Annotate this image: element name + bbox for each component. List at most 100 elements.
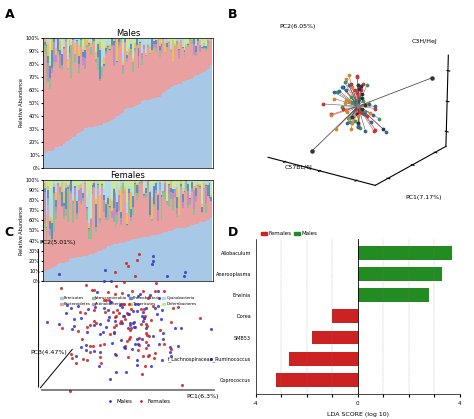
Bar [44,183,46,188]
Point [108,340,115,347]
Point [152,305,159,311]
Bar [145,42,147,53]
Bar [183,180,185,182]
Bar [49,180,51,196]
Bar [76,39,78,41]
Bar [47,180,49,186]
Bar [90,48,91,55]
Bar [166,43,168,47]
Bar [143,196,145,197]
Bar [136,184,137,185]
Bar [136,185,137,193]
Bar [63,180,65,182]
Bar [137,185,139,194]
Bar [42,49,44,53]
Bar [101,184,103,185]
Bar [199,74,201,168]
Bar [168,207,170,231]
Bar [74,54,76,55]
Bar [46,85,47,152]
Bar [88,255,90,281]
Bar [84,184,86,256]
Bar [99,221,101,222]
Point [109,309,117,316]
Bar [78,38,80,45]
Bar [105,53,107,54]
Bar [205,38,207,46]
Bar [358,267,442,281]
Bar [187,80,189,168]
Point [135,340,142,347]
Bar [105,219,107,220]
Point [44,318,51,325]
Bar [80,39,82,40]
Bar [161,197,163,201]
Bar [61,38,63,49]
Bar [113,180,115,188]
Bar [182,180,183,188]
Bar [49,196,51,217]
Bar [80,204,82,257]
Bar [147,236,149,281]
Bar [151,220,153,221]
Bar [47,186,49,190]
Bar [55,191,57,200]
Point [142,305,150,312]
Bar [191,44,193,79]
Bar [130,38,132,40]
Bar [65,262,67,281]
Bar [161,38,163,41]
Bar [109,180,111,199]
Bar [197,39,199,41]
Bar [49,65,51,66]
Bar [103,195,105,200]
Bar [120,42,122,114]
Bar [111,218,113,245]
Bar [210,39,212,65]
Bar [84,180,86,181]
Bar [191,225,193,281]
Bar [88,239,90,255]
Bar [115,244,117,281]
Bar [185,181,187,189]
Bar [53,150,55,168]
Bar [157,41,159,97]
Bar [63,182,65,191]
Bar [163,181,164,191]
Point [81,310,89,316]
Bar [176,180,178,184]
Bar [84,38,86,39]
Bar [126,241,128,281]
Bar [149,54,151,100]
Bar [65,182,67,184]
Bar [130,55,132,108]
Bar [137,38,139,43]
Bar [105,46,107,48]
Bar [97,185,99,188]
Bar [59,41,61,49]
Bar [115,44,117,116]
Point [207,326,215,332]
Point [157,316,164,322]
Point [155,295,163,302]
Bar [185,189,187,228]
Bar [55,147,57,168]
Point [101,267,109,274]
Bar [76,215,78,219]
Bar [42,53,44,57]
Bar [53,186,55,193]
Bar [207,42,209,49]
Bar [132,62,134,63]
Point [125,354,132,360]
Point [147,316,155,323]
Bar [134,180,136,181]
Bar [130,189,132,192]
Bar [195,52,197,55]
Text: PC3(4.47%): PC3(4.47%) [30,349,67,354]
Bar [151,197,153,219]
Point [112,269,119,276]
Point [92,319,100,326]
Bar [185,48,187,80]
Bar [53,62,55,66]
Bar [80,40,82,47]
